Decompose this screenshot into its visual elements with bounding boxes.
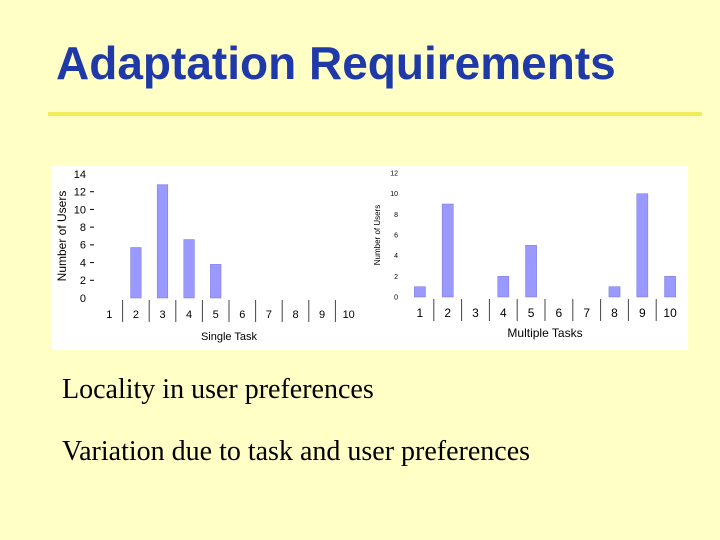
single-task-chart: 0 2 4 6 8 10 12 14 Number of Users 1 2 3 4 5 6 7 8 9 10 Sin… [52, 166, 368, 350]
single-task-ytick-label: 12 [74, 187, 86, 199]
single-task-ytick-label: 4 [80, 257, 86, 269]
single-task-ytick-label: 0 [80, 293, 86, 305]
multiple-tasks-xlabel: Multiple Tasks [507, 326, 582, 340]
single-task-bar-4 [183, 239, 195, 299]
single-task-ytick-label: 8 [80, 222, 86, 234]
single-task-category-label: 6 [239, 309, 245, 321]
multiple-tasks-ytick-label: 12 [390, 170, 398, 177]
single-task-ylabel: Number of Users [55, 191, 69, 282]
single-task-bar-3 [156, 184, 169, 299]
single-task-category-label: 9 [319, 309, 325, 321]
single-task-bar-5 [210, 264, 222, 299]
multiple-tasks-category-label: 5 [528, 306, 535, 320]
single-task-category-label: 3 [159, 309, 165, 321]
single-task-ytick-label: 10 [74, 204, 86, 216]
single-task-category-label: 2 [133, 309, 139, 321]
multiple-tasks-category-label: 9 [639, 306, 646, 320]
multiple-tasks-category-label: 1 [417, 306, 424, 320]
single-task-category-label: 1 [106, 309, 112, 321]
multiple-tasks-category-label: 8 [611, 306, 618, 320]
multiple-tasks-bar-5 [525, 245, 537, 298]
multiple-tasks-bar-4 [497, 276, 510, 298]
single-task-ytick-label: 14 [74, 169, 86, 181]
multiple-tasks-ytick-label: 2 [394, 274, 398, 281]
multiple-tasks-chart: 0 2 4 6 8 10 12 Number of Users 1 2 3 4 5 6 7 8 9 10 Multi… [368, 166, 688, 350]
bullet-variation: Variation due to task and user preferenc… [62, 436, 531, 467]
single-task-category-label: 8 [292, 309, 298, 321]
bullet-locality: Locality in user preferences [62, 374, 374, 405]
title-underline [48, 112, 702, 116]
multiple-tasks-ylabel: Number of Users [373, 205, 382, 265]
multiple-tasks-bar-9 [636, 193, 649, 298]
single-task-category-label: 4 [186, 309, 192, 321]
single-task-category-label: 10 [343, 309, 355, 321]
single-task-bar-2 [130, 247, 142, 299]
multiple-tasks-ytick-label: 8 [394, 212, 398, 219]
multiple-tasks-category-label: 3 [472, 306, 479, 320]
multiple-tasks-category-label: 7 [583, 306, 590, 320]
multiple-tasks-ytick-label: 10 [390, 191, 398, 198]
multiple-tasks-category-label: 6 [556, 306, 563, 320]
single-task-category-label: 7 [266, 309, 272, 321]
single-task-ytick-label: 2 [80, 275, 86, 287]
slide-title: Adaptation Requirements [56, 37, 616, 89]
single-task-xlabel: Single Task [201, 331, 258, 343]
multiple-tasks-ytick-label: 0 [394, 294, 398, 301]
multiple-tasks-category-label: 2 [444, 306, 451, 320]
multiple-tasks-ytick-label: 4 [394, 253, 398, 260]
single-task-ytick-label: 6 [80, 240, 86, 252]
multiple-tasks-bar-2 [441, 203, 454, 298]
multiple-tasks-category-label: 10 [663, 306, 677, 320]
multiple-tasks-bar-10 [664, 276, 676, 298]
multiple-tasks-bar-1 [414, 286, 426, 298]
multiple-tasks-ytick-label: 6 [394, 232, 398, 239]
multiple-tasks-bar-8 [608, 286, 621, 298]
multiple-tasks-category-label: 4 [500, 306, 507, 320]
single-task-category-label: 5 [213, 309, 219, 321]
